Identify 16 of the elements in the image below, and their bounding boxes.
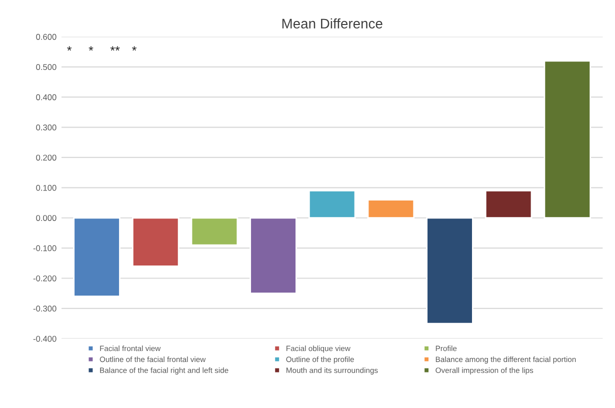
- y-tick-label: 0.000: [36, 215, 56, 221]
- chart-title: Mean Difference: [282, 18, 382, 29]
- y-tick-label: -0.400: [33, 336, 56, 342]
- y-tick-label: 0.600: [36, 34, 56, 40]
- y-tick-label: 0.200: [36, 154, 56, 161]
- y-tick-label: 0.100: [36, 184, 56, 191]
- annotation: *: [67, 46, 72, 51]
- y-tick-label: -0.200: [33, 275, 56, 282]
- annotation: **: [110, 46, 120, 51]
- annotation: *: [88, 46, 94, 51]
- y-tick-label: -0.300: [33, 306, 56, 312]
- y-tick-label: -0.100: [33, 245, 56, 252]
- annotation: *: [132, 46, 137, 51]
- y-tick-label: 0.500: [36, 64, 56, 70]
- y-tick-label: 0.300: [36, 124, 56, 130]
- y-tick-label: 0.400: [36, 94, 56, 100]
